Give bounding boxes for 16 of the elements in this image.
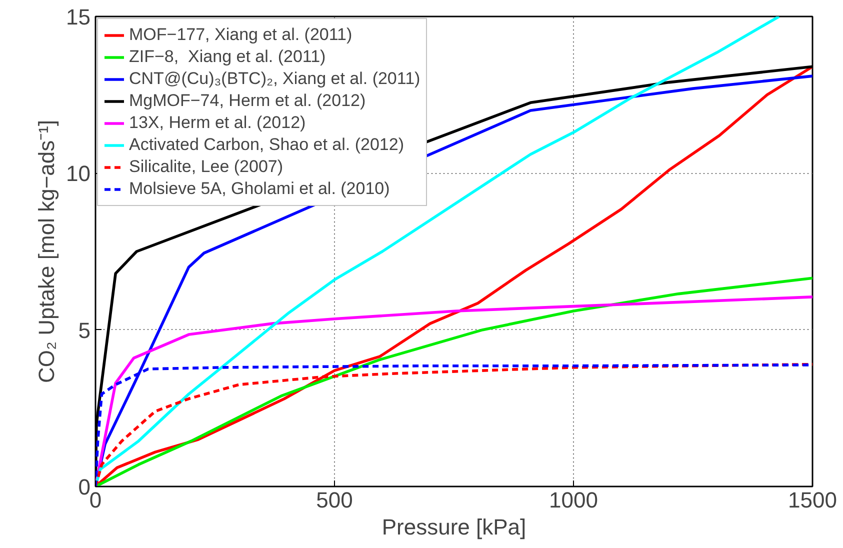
y-tick-label: 5 — [78, 318, 91, 343]
legend-label: CNT@(Cu)₃(BTC)₂, Xiang et al. (2011) — [129, 69, 420, 89]
y-axis-title: CO₂ Uptake [mol kg−ads⁻¹] — [34, 120, 60, 384]
x-tick-label: 500 — [316, 488, 353, 512]
legend-label: Silicalite, Lee (2007) — [129, 157, 284, 177]
x-axis-title: Pressure [kPa] — [382, 514, 526, 540]
legend-label: Activated Carbon, Shao et al. (2012) — [129, 135, 404, 155]
legend-label: MOF−177, Xiang et al. (2011) — [129, 25, 352, 45]
legend-label: 13X, Herm et al. (2012) — [129, 113, 306, 133]
y-tick-label: 10 — [66, 161, 91, 186]
legend-label: Molsieve 5A, Gholami et al. (2010) — [129, 179, 390, 199]
y-tick-label: 15 — [66, 4, 91, 30]
legend-label: ZIF−8, Xiang et al. (2011) — [129, 47, 326, 67]
x-tick-label: 1000 — [549, 488, 598, 512]
legend-label: MgMOF−74, Herm et al. (2012) — [129, 91, 366, 111]
x-tick-label: 1500 — [788, 488, 837, 512]
